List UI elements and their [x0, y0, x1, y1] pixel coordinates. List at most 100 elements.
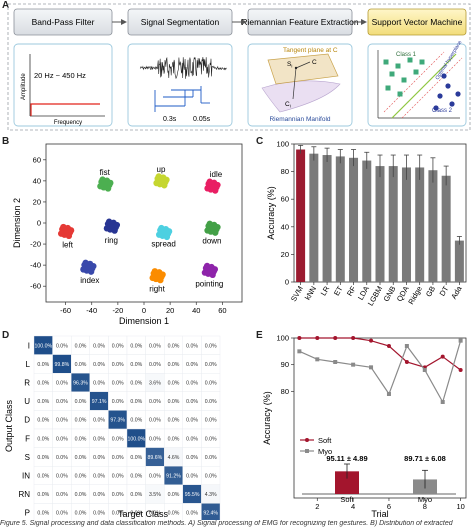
confusion-cell-value: 0.0% — [149, 343, 161, 349]
confusion-cell-value: 0.0% — [149, 399, 161, 405]
confusion-cell-value: 0.0% — [168, 418, 180, 424]
confusion-cell-value: 0.0% — [186, 381, 198, 387]
tsne-point-spread — [165, 228, 173, 235]
window-length-label: 0.3s — [163, 116, 177, 123]
confusion-cell-value: 0.0% — [56, 455, 68, 461]
confusion-cell-value: 0.0% — [93, 362, 105, 368]
confusion-cell-value: 0.0% — [168, 362, 180, 368]
bar-y-tick-label: 80 — [281, 167, 289, 176]
tsne-cluster-label: ring — [105, 236, 118, 245]
tsne-cluster-label: down — [202, 236, 221, 245]
confusion-cell-value: 0.0% — [93, 492, 105, 498]
tsne-y-tick-label: -40 — [30, 261, 41, 270]
confusion-cell-value: 99.8% — [55, 362, 70, 368]
bar-x-tick-label: ET — [332, 284, 345, 297]
series-point-myo — [369, 365, 374, 370]
inset-value-label: 89.71 ± 6.08 — [404, 454, 446, 463]
confusion-row-label: R — [24, 379, 30, 388]
confusion-cell-value: 0.0% — [56, 343, 68, 349]
confusion-cell-value: 89.6% — [148, 455, 163, 461]
tsne-y-tick-label: 40 — [33, 176, 41, 185]
tsne-point-fist — [97, 183, 104, 190]
bar-axis: 0 20 40 60 80 100 — [276, 140, 294, 287]
confusion-row-label: IN — [22, 472, 30, 481]
confusion-cell-value: 0.0% — [149, 362, 161, 368]
tsne-ticks: -60 -40 -20 0 20 40 60 60 40 20 0 -20 -40 -60 — [30, 155, 226, 315]
confusion-cell-value: 0.0% — [112, 343, 124, 349]
tsne-x-tick-label: 20 — [166, 306, 174, 315]
confusion-cell-value: 0.0% — [112, 455, 124, 461]
panel-b-tsne: -60 -40 -20 0 20 40 60 60 40 20 0 -20 -40 -60 fist up i… — [12, 143, 243, 326]
tsne-point-ring — [103, 225, 111, 232]
bar-y-tick-label: 100 — [276, 140, 289, 149]
confusion-row-label: F — [25, 434, 30, 443]
confusion-cell-value: 91.2% — [166, 474, 181, 480]
confusion-cell — [201, 503, 221, 520]
confusion-cell-value: 0.0% — [130, 455, 142, 461]
step-label-segmentation: Signal Segmentation — [141, 17, 220, 27]
filter-ylabel: Amplitude — [21, 73, 27, 100]
confusion-cell-value: 0.0% — [205, 474, 217, 480]
bar-y-tick-label: 20 — [281, 250, 289, 259]
tsne-x-tick-label: 40 — [192, 306, 200, 315]
confusion-cell-value: 0.0% — [93, 436, 105, 442]
confusion-cell-value: 96.3% — [73, 381, 88, 387]
confusion-cell-value: 0.0% — [186, 511, 198, 517]
confusion-cell-value: 0.0% — [168, 343, 180, 349]
tangent-plane — [267, 53, 339, 85]
bar-y-tick-label: 0 — [285, 278, 289, 287]
emg-signal-waveform — [139, 56, 227, 80]
confusion-cell-value: 0.0% — [37, 381, 49, 387]
svm-class1-point — [395, 63, 401, 69]
window-brackets — [154, 86, 210, 112]
tsne-point-up — [155, 173, 162, 180]
series-point-soft — [333, 336, 338, 340]
confusion-cell-value: 0.0% — [75, 455, 87, 461]
tsne-point-up — [153, 179, 160, 187]
confusion-cell-value: 0.0% — [75, 511, 87, 517]
trial-plot-frame — [293, 337, 467, 499]
confusion-cell-value: 0.0% — [168, 492, 180, 498]
confusion-cell-value: 0.0% — [75, 418, 87, 424]
bar-kNN — [309, 153, 319, 282]
confusion-cell-value: 0.0% — [186, 455, 198, 461]
tsne-point-up — [161, 182, 168, 189]
confusion-row-label: D — [24, 416, 30, 425]
label-ci: Ci — [285, 101, 291, 109]
bar-y-tick-label: 40 — [281, 222, 289, 231]
filter-xlabel: Frequency — [54, 120, 82, 126]
trial-x-tick-label: 10 — [456, 502, 464, 511]
tsne-point-right — [149, 274, 156, 282]
segmentation-box — [127, 43, 233, 127]
bar-LR — [322, 155, 332, 282]
trial-legend: Soft Myo — [300, 436, 332, 456]
confusion-cell-value: 0.0% — [112, 511, 124, 517]
svm-class1-point — [397, 91, 403, 97]
tsne-point-idle — [214, 181, 221, 189]
confusion-cell-value: 0.0% — [93, 455, 105, 461]
bar-QDA — [401, 167, 411, 282]
trial-x-tick-label: 6 — [387, 502, 391, 511]
tsne-point-idle — [212, 187, 219, 194]
tsne-point-down — [206, 220, 213, 228]
confusion-cell-value: 0.0% — [205, 436, 217, 442]
bar-DT — [441, 175, 451, 282]
svm-box — [367, 43, 467, 127]
tsne-point-pointing — [201, 269, 209, 276]
confusion-cell-value: 0.0% — [186, 418, 198, 424]
confusion-row-label: P — [25, 509, 30, 518]
confusion-cell-value: 0.0% — [75, 474, 87, 480]
inset-value-label: 95.11 ± 4.89 — [326, 454, 367, 463]
confusion-cell-value: 0.0% — [112, 436, 124, 442]
tsne-point-right — [151, 268, 159, 275]
confusion-row-label: S — [25, 453, 30, 462]
confusion-cell-value: 0.0% — [56, 381, 68, 387]
svm-margin-1 — [383, 51, 445, 113]
tsne-cluster-label: index — [80, 276, 99, 285]
tsne-point-fist — [107, 179, 114, 187]
filter-response-line — [30, 103, 100, 116]
svm-class1-label: Class 1 — [396, 52, 417, 58]
series-point-myo — [458, 338, 463, 343]
window-step-label: 0.05s — [193, 116, 211, 123]
tsne-xlabel: Dimension 1 — [119, 316, 169, 326]
